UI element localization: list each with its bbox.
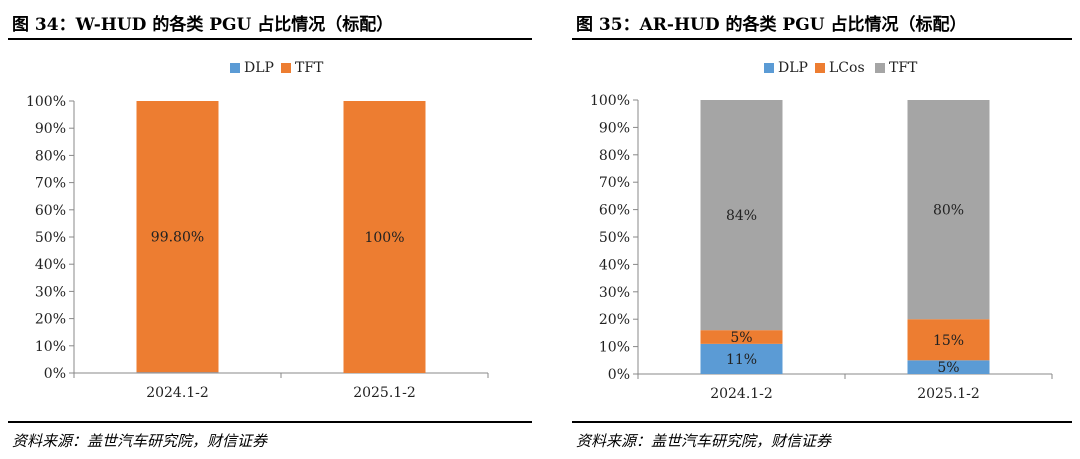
y-tick-label: 0% <box>608 367 630 383</box>
y-tick-label: 100% <box>590 93 630 109</box>
legend-label-dlp: DLP <box>778 60 808 76</box>
bar-dlp <box>136 372 219 373</box>
bar-tft <box>907 100 990 320</box>
title-rule <box>572 38 1072 40</box>
legend-label-lcos: LCos <box>829 60 865 76</box>
y-tick-label: 50% <box>35 230 66 246</box>
y-tick-label: 60% <box>35 203 66 219</box>
y-tick-label: 0% <box>44 366 66 382</box>
x-tick-label: 2024.1-2 <box>146 385 209 401</box>
y-tick-label: 10% <box>35 339 66 355</box>
y-tick-label: 10% <box>599 340 630 356</box>
source-rule <box>572 421 1072 423</box>
bar-lcos <box>907 319 990 361</box>
y-tick-label: 30% <box>599 285 630 301</box>
x-tick-label: 2025.1-2 <box>917 386 980 402</box>
data-label-dlp: 11% <box>726 352 757 368</box>
data-label-dlp: 5% <box>937 360 959 376</box>
bars: 11% 5% 84% 5% 15% 80% <box>700 100 990 376</box>
legend: DLP LCos TFT <box>764 60 918 76</box>
y-tick-label: 90% <box>599 120 630 136</box>
w-hud-chart: DLP TFT 0% 10% 20% 30% 40% 50% 60% 70% 80% 90% 100% 2… <box>26 60 489 401</box>
legend-label-tft: TFT <box>295 60 324 76</box>
legend-swatch-tft <box>875 63 885 73</box>
bar-dlp <box>700 343 783 374</box>
bar-tft <box>700 100 783 331</box>
y-tick-label: 30% <box>35 284 66 300</box>
y-axis: 0% 10% 20% 30% 40% 50% 60% 70% 80% 90% 100% <box>26 94 75 382</box>
y-tick-label: 70% <box>35 176 66 192</box>
legend-swatch-tft <box>281 63 291 73</box>
figure-title: 图 35：AR-HUD 的各类 PGU 占比情况（标配） <box>576 15 967 35</box>
y-tick-label: 20% <box>35 312 66 328</box>
data-label-lcos: 15% <box>933 333 964 349</box>
data-label-tft: 80% <box>933 203 964 219</box>
y-tick-label: 40% <box>599 257 630 273</box>
source-rule <box>8 421 532 423</box>
bars: 0.20%99.80%100% <box>136 101 426 376</box>
data-label-tft: 100% <box>364 230 404 246</box>
figure-title: 图 34：W-HUD 的各类 PGU 占比情况（标配） <box>12 15 394 35</box>
y-tick-label: 70% <box>599 175 630 191</box>
y-tick-label: 80% <box>35 148 66 164</box>
data-label-tft: 84% <box>726 208 757 224</box>
legend-swatch-dlp <box>230 63 240 73</box>
bar-lcos <box>700 330 783 344</box>
x-axis: 2024.1-2 2025.1-2 <box>637 373 1053 402</box>
y-axis: 0% 10% 20% 30% 40% 50% 60% 70% 80% 90% 100% <box>590 93 639 383</box>
legend: DLP TFT <box>230 60 324 76</box>
x-tick-label: 2024.1-2 <box>710 386 773 402</box>
source-note: 资料来源：盖世汽车研究院，财信证券 <box>12 432 268 450</box>
y-tick-label: 100% <box>26 94 66 110</box>
legend-swatch-lcos <box>815 63 825 73</box>
y-tick-label: 60% <box>599 203 630 219</box>
x-axis: 2024.1-2 2025.1-2 <box>73 372 489 401</box>
y-tick-label: 50% <box>599 230 630 246</box>
source-note: 资料来源：盖世汽车研究院，财信证券 <box>576 432 832 450</box>
legend-swatch-dlp <box>764 63 774 73</box>
y-tick-label: 90% <box>35 121 66 137</box>
legend-label-tft: TFT <box>889 60 918 76</box>
panel-w-hud: 图 34：W-HUD 的各类 PGU 占比情况（标配） DLP TFT 0% 10% 2… <box>8 15 532 450</box>
y-tick-label: 40% <box>35 257 66 273</box>
title-rule <box>8 38 532 40</box>
bar-tft <box>343 101 426 373</box>
data-label-tft: 99.80% <box>151 230 204 246</box>
bar-dlp <box>907 360 990 374</box>
y-tick-label: 80% <box>599 148 630 164</box>
data-label-lcos: 5% <box>730 330 752 346</box>
y-tick-label: 20% <box>599 312 630 328</box>
bar-tft <box>136 101 219 373</box>
x-tick-label: 2025.1-2 <box>353 385 416 401</box>
ar-hud-chart: DLP LCos TFT 0% 10% 20% 30% 40% 50% 60% 70% 80% 90% 1… <box>590 60 1053 402</box>
panel-ar-hud: 图 35：AR-HUD 的各类 PGU 占比情况（标配） DLP LCos TFT 0… <box>540 0 1080 459</box>
legend-label-dlp: DLP <box>244 60 274 76</box>
